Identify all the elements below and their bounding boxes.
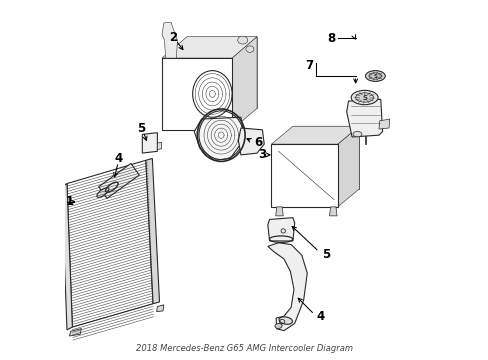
Polygon shape xyxy=(162,22,177,58)
Ellipse shape xyxy=(352,131,361,137)
Ellipse shape xyxy=(365,71,385,81)
Polygon shape xyxy=(231,37,257,130)
Text: 6: 6 xyxy=(254,136,262,149)
Text: 3: 3 xyxy=(258,148,266,161)
Text: 8: 8 xyxy=(327,32,335,45)
Polygon shape xyxy=(69,328,81,336)
Polygon shape xyxy=(337,126,359,207)
Text: 2: 2 xyxy=(168,31,177,44)
Polygon shape xyxy=(271,126,359,144)
Polygon shape xyxy=(271,144,337,207)
Polygon shape xyxy=(59,209,61,216)
Ellipse shape xyxy=(97,188,109,197)
Polygon shape xyxy=(99,163,139,198)
Polygon shape xyxy=(162,58,231,130)
Polygon shape xyxy=(292,126,359,189)
Text: 7: 7 xyxy=(305,59,313,72)
Polygon shape xyxy=(61,184,72,330)
Polygon shape xyxy=(378,119,389,129)
Polygon shape xyxy=(67,160,153,327)
Ellipse shape xyxy=(279,317,292,324)
Polygon shape xyxy=(157,142,162,149)
Ellipse shape xyxy=(355,93,373,102)
Text: S: S xyxy=(362,95,366,100)
Ellipse shape xyxy=(368,73,381,79)
Polygon shape xyxy=(162,37,257,58)
Polygon shape xyxy=(267,218,294,241)
Text: 5: 5 xyxy=(321,248,329,261)
Ellipse shape xyxy=(237,36,247,44)
Ellipse shape xyxy=(245,46,253,52)
Polygon shape xyxy=(59,248,61,255)
Polygon shape xyxy=(59,291,61,298)
Text: S: S xyxy=(373,73,377,78)
Text: 1: 1 xyxy=(66,195,74,208)
Polygon shape xyxy=(145,158,159,304)
Text: 5: 5 xyxy=(137,122,145,135)
Polygon shape xyxy=(349,114,364,126)
Polygon shape xyxy=(142,133,157,153)
Ellipse shape xyxy=(274,323,282,328)
Polygon shape xyxy=(187,37,257,108)
Polygon shape xyxy=(329,207,336,216)
Polygon shape xyxy=(156,305,163,312)
Polygon shape xyxy=(275,207,283,216)
Polygon shape xyxy=(267,243,306,330)
Polygon shape xyxy=(194,117,244,160)
Polygon shape xyxy=(346,99,382,137)
Ellipse shape xyxy=(350,90,377,105)
Polygon shape xyxy=(238,128,264,155)
Text: 2018 Mercedes-Benz G65 AMG Intercooler Diagram: 2018 Mercedes-Benz G65 AMG Intercooler D… xyxy=(136,344,352,353)
Text: 4: 4 xyxy=(316,310,324,324)
Text: 4: 4 xyxy=(115,152,123,165)
